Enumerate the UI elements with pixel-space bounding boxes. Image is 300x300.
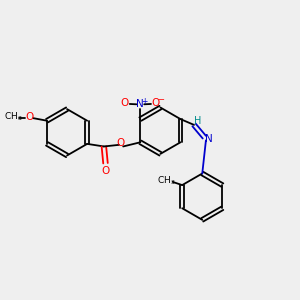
Text: H: H [194, 116, 202, 126]
Text: O: O [116, 138, 125, 148]
Text: O: O [152, 98, 160, 108]
Text: O: O [101, 167, 110, 176]
Text: CH$_3$: CH$_3$ [158, 174, 176, 187]
Text: O: O [121, 98, 129, 108]
Text: CH$_3$: CH$_3$ [4, 110, 22, 123]
Text: +: + [142, 97, 148, 106]
Text: −: − [157, 95, 164, 104]
Text: N: N [136, 99, 144, 109]
Text: N: N [205, 134, 213, 144]
Text: O: O [25, 112, 33, 122]
